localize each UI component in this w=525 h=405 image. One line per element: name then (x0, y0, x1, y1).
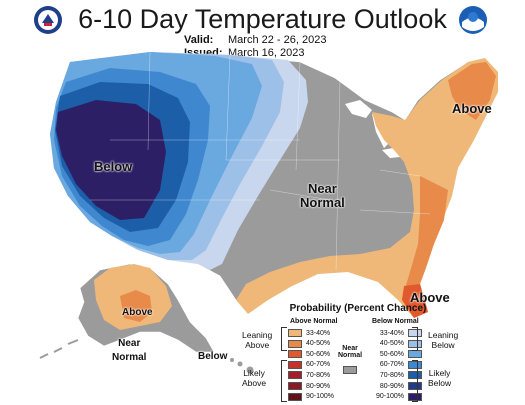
legend-below-row: 33-40% (370, 328, 422, 338)
legend-below-swatch (408, 392, 422, 401)
near-normal-header: Near Normal (338, 345, 363, 359)
legend-group-bracket (412, 360, 418, 402)
above-ne-core (448, 62, 496, 120)
likely-below-label: Likely Below (428, 368, 452, 388)
legend-below-range: 70-80% (379, 371, 404, 379)
legend-above-row: 60-70% (288, 360, 340, 370)
leaning-below-label: Leaning Below (428, 330, 459, 350)
legend-above-swatch (288, 329, 302, 337)
below-normal-header: Below Normal (372, 318, 419, 325)
hawaii-islands (230, 358, 254, 374)
date-info: Valid: March 22 - 26, 2023 Issued: March 1… (184, 34, 326, 60)
legend-above-swatch (288, 392, 302, 401)
likely-above-label: Likely Above (242, 368, 267, 388)
legend-above-row: 90-100% (288, 392, 340, 402)
legend-above-row: 33-40% (288, 328, 340, 338)
legend-above-row: 40-50% (288, 339, 340, 349)
leaning-above-label: Leaning Above (242, 330, 273, 350)
legend-below-swatch (408, 371, 422, 380)
legend-title: Probability (Percent Chance) (289, 303, 427, 314)
legend-above-range: 40-50% (306, 340, 331, 348)
above-fl-core (402, 284, 428, 318)
legend-above-swatch (288, 350, 302, 359)
legend-below-swatch (408, 382, 422, 390)
legend-above-row: 50-60% (288, 349, 340, 359)
legend-above-range: 90-100% (306, 393, 335, 401)
legend-below-range: 50-60% (379, 350, 404, 358)
near-normal-center-label: Near Normal (300, 181, 345, 210)
legend-below-range: 90-100% (375, 393, 404, 401)
legend-below-swatch (408, 360, 422, 369)
alaska-above-core (120, 290, 152, 322)
map-title: 6-10 Day Temperature Outlook (78, 4, 447, 34)
legend-above-range: 33-40% (306, 329, 331, 337)
legend-above-range: 60-70% (306, 361, 331, 369)
legend-below-range: 80-90% (379, 382, 404, 390)
legend-above-swatch (288, 382, 302, 390)
legend-below-row: 80-90% (370, 381, 422, 391)
legend-above-swatch (288, 339, 302, 348)
aleutians (39, 339, 79, 359)
doc-seal-icon (34, 6, 62, 34)
issued-date: March 16, 2023 (228, 47, 305, 59)
above-normal-header: Above Normal (290, 318, 338, 325)
legend-below-range: 40-50% (379, 340, 404, 348)
legend-below-row: 60-70% (370, 360, 422, 370)
legend-group-bracket (281, 360, 287, 402)
near-normal-alaska-label: Near Normal (112, 338, 147, 363)
legend-above-range: 70-80% (306, 371, 331, 379)
above-se-band (402, 176, 448, 318)
state-lines (90, 51, 431, 271)
legend-below-row: 70-80% (370, 370, 422, 380)
above-alaska-label: Above (122, 307, 153, 318)
below-alaska-label: Below (198, 351, 228, 362)
legend-below-range: 33-40% (379, 329, 404, 337)
below-west-label: Below (94, 159, 133, 174)
below-80 (56, 100, 166, 220)
legend-below-swatch (408, 350, 422, 359)
legend-group-bracket (412, 327, 418, 351)
legend-above-swatch (288, 371, 302, 380)
legend-above-row: 80-90% (288, 381, 340, 391)
valid-label: Valid: (184, 34, 214, 46)
above-florida-label: Above (410, 290, 450, 305)
legend-group-bracket (281, 327, 287, 351)
legend-below-range: 60-70% (379, 361, 404, 369)
above-northeast-label: Above (452, 101, 492, 116)
legend-below-row: 40-50% (370, 339, 422, 349)
legend-above-range: 80-90% (306, 382, 331, 390)
above-east (236, 58, 498, 318)
legend-above-swatch (288, 360, 302, 369)
legend-above-row: 70-80% (288, 370, 340, 380)
legend-below-swatch (408, 329, 422, 337)
legend-near-normal-swatch (343, 366, 357, 374)
legend-below-row: 90-100% (370, 392, 422, 402)
noaa-logo-icon (459, 6, 487, 34)
valid-dates: March 22 - 26, 2023 (228, 34, 327, 46)
legend-above-range: 50-60% (306, 350, 331, 358)
legend-below-swatch (408, 339, 422, 348)
